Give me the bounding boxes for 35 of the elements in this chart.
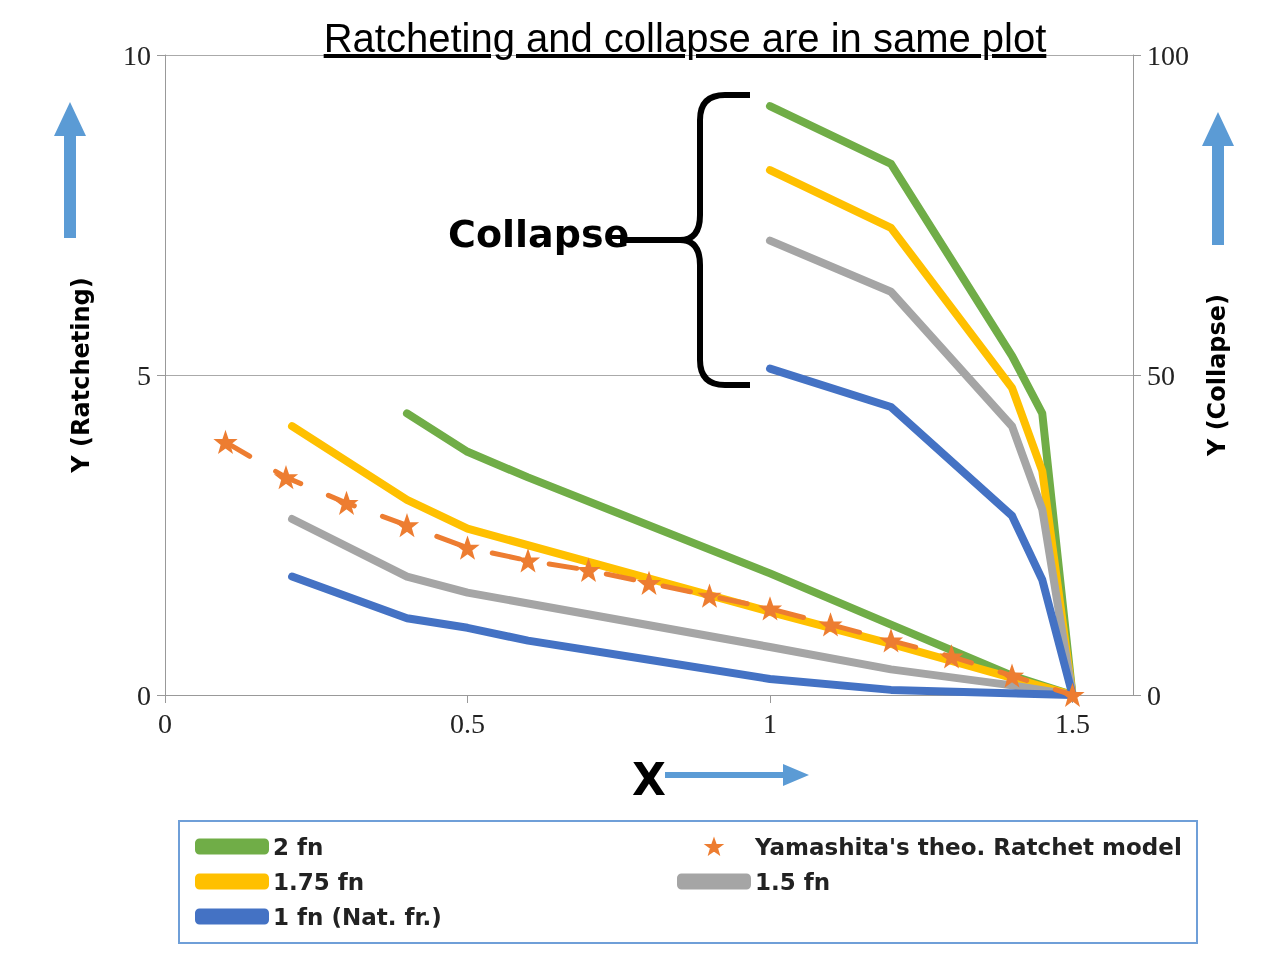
y2-tick-label: 0 <box>1147 679 1161 711</box>
point <box>396 514 418 537</box>
point <box>698 585 721 607</box>
point <box>1001 665 1023 687</box>
x-tick-label: 0.5 <box>450 707 485 739</box>
y-axis-title: Y (Ratcheting) <box>67 277 95 474</box>
point <box>940 645 963 668</box>
point <box>819 613 842 636</box>
point <box>638 572 660 594</box>
point <box>335 492 358 514</box>
y-tick-label: 5 <box>137 359 151 391</box>
point <box>880 629 902 652</box>
point <box>456 537 479 559</box>
legend-label: 1 fn (Nat. fr.) <box>273 903 442 930</box>
point <box>759 597 781 620</box>
y2-axis-title: Y (Collapse) <box>1203 293 1231 458</box>
point <box>577 559 600 581</box>
point <box>214 431 237 453</box>
annotation: Collapse <box>448 212 630 256</box>
legend-label: 1.75 fn <box>273 868 365 895</box>
point <box>1061 684 1084 706</box>
x-tick-label: 0 <box>158 707 172 739</box>
y-tick-label: 10 <box>123 39 151 71</box>
point <box>275 466 297 489</box>
y2-tick-label: 50 <box>1147 359 1175 391</box>
x-tick-label: 1 <box>763 707 777 739</box>
y2-tick-label: 100 <box>1147 39 1189 71</box>
chart-title: Ratcheting and collapse are in same plot <box>323 16 1047 60</box>
x-axis-title: X <box>632 753 667 805</box>
legend-label: 2 fn <box>273 833 324 860</box>
legend-label: Yamashita's theo. Ratchet model <box>754 833 1182 860</box>
x-tick-label: 1.5 <box>1055 707 1090 739</box>
point <box>517 549 539 572</box>
y-tick-label: 0 <box>137 679 151 711</box>
legend-label: 1.5 fn <box>755 868 831 895</box>
